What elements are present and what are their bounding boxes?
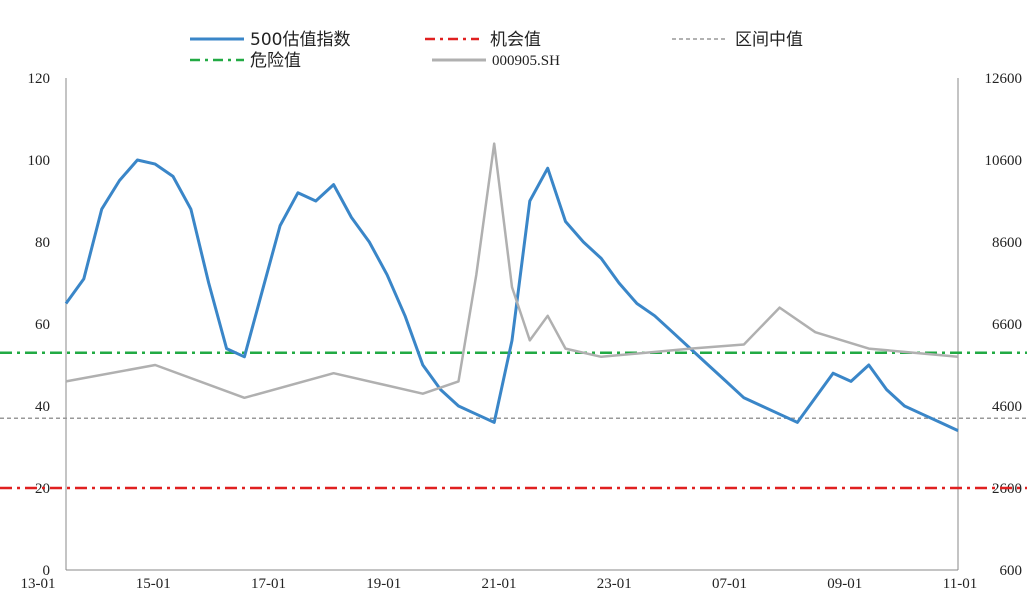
x-axis-ticks: 13-01 15-01 17-01 19-01 21-01 23-01 07-01 09-01…	[21, 576, 978, 592]
series-line	[64, 158, 959, 432]
series-lines	[64, 142, 959, 432]
series-line	[65, 142, 959, 400]
legend-label-valuation: 500估值指数	[250, 30, 350, 50]
left-tick-label: 40	[35, 399, 50, 415]
x-tick-label: 13-01	[21, 576, 56, 592]
right-tick-label: 10600	[985, 153, 1023, 169]
right-axis-ticks: 60026004600660086001060012600	[985, 71, 1023, 579]
legend: 500估值指数 机会值 区间中值 危险值 000905.SH	[190, 30, 803, 71]
left-axis-ticks: 020406080100120	[28, 71, 51, 579]
left-tick-label: 60	[35, 317, 50, 333]
legend-label-danger: 危险值	[250, 51, 301, 71]
left-tick-label: 120	[28, 71, 51, 87]
x-tick-label: 21-01	[482, 576, 517, 592]
left-tick-label: 80	[35, 235, 50, 251]
right-tick-label: 6600	[992, 317, 1022, 333]
right-tick-label: 8600	[992, 235, 1022, 251]
legend-label-opportunity: 机会值	[490, 30, 541, 50]
right-tick-label: 600	[1000, 563, 1023, 579]
x-tick-label: 19-01	[366, 576, 401, 592]
reference-lines	[0, 351, 1027, 490]
right-tick-label: 12600	[985, 71, 1023, 87]
left-tick-label: 100	[28, 153, 51, 169]
right-tick-label: 4600	[992, 399, 1022, 415]
legend-label-midrange: 区间中值	[735, 30, 803, 50]
left-tick-label: 0	[43, 563, 51, 579]
x-tick-label: 23-01	[597, 576, 632, 592]
x-tick-label: 15-01	[136, 576, 171, 592]
x-tick-label: 09-01	[827, 576, 862, 592]
x-tick-label: 17-01	[251, 576, 286, 592]
legend-label-index: 000905.SH	[492, 53, 560, 69]
x-tick-label: 07-01	[712, 576, 747, 592]
x-tick-label: 11-01	[943, 576, 977, 592]
